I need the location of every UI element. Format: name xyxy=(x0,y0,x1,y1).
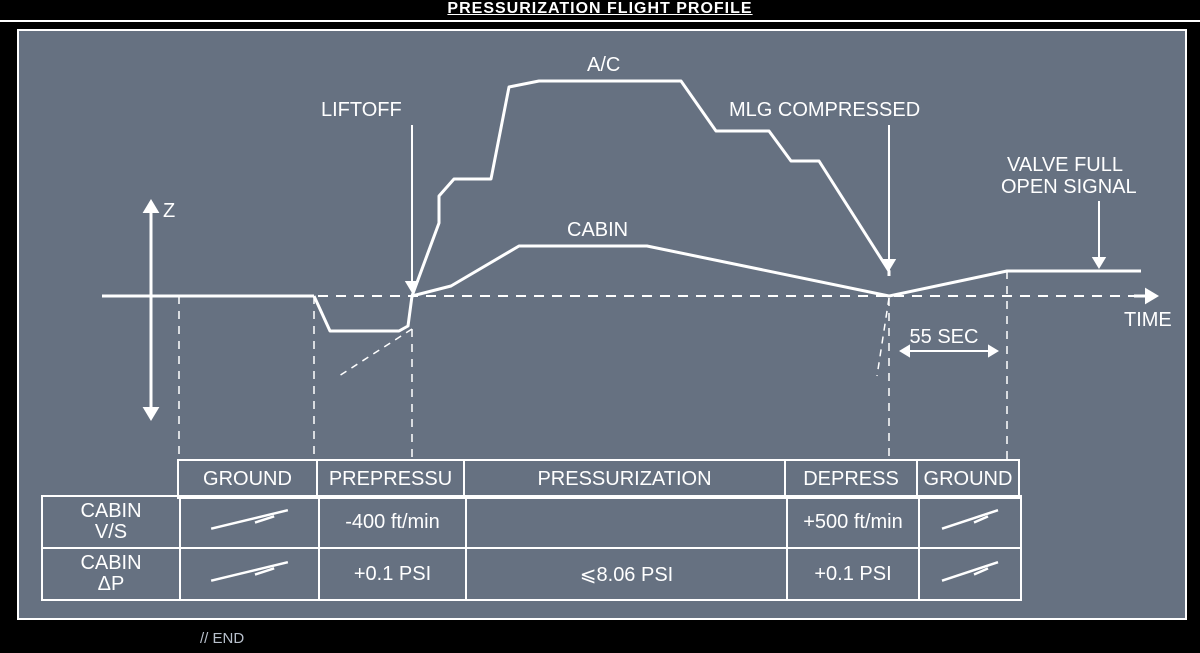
slash-icon xyxy=(181,549,318,593)
title-bar: PRESSURIZATION FLIGHT PROFILE xyxy=(0,0,1200,22)
data-cell xyxy=(919,496,1021,548)
data-cell xyxy=(180,496,319,548)
page-title: PRESSURIZATION FLIGHT PROFILE xyxy=(447,0,752,17)
data-cell: -400 ft/min xyxy=(319,496,466,548)
phase-header: DEPRESS xyxy=(785,460,917,498)
svg-text:TIME: TIME xyxy=(1124,309,1172,331)
data-cell: +0.1 PSI xyxy=(319,548,466,600)
svg-text:OPEN SIGNAL: OPEN SIGNAL xyxy=(1001,176,1137,198)
end-marker: // END xyxy=(200,630,244,647)
svg-text:A/C: A/C xyxy=(587,54,620,76)
svg-text:VALVE FULL: VALVE FULL xyxy=(1007,154,1123,176)
phase-header-table: GROUNDPREPRESSUPRESSURIZATIONDEPRESSGROU… xyxy=(177,459,1020,499)
svg-text:MLG COMPRESSED: MLG COMPRESSED xyxy=(729,99,920,121)
svg-text:LIFTOFF: LIFTOFF xyxy=(321,99,402,121)
slash-icon xyxy=(920,497,1020,541)
data-cell xyxy=(919,548,1021,600)
phase-header: GROUND xyxy=(178,460,317,498)
data-cell: +500 ft/min xyxy=(787,496,919,548)
phase-header: PRESSURIZATION xyxy=(464,460,785,498)
data-cell: ⩽8.06 PSI xyxy=(466,548,787,600)
slash-icon xyxy=(920,549,1020,593)
data-cell xyxy=(466,496,787,548)
data-cell xyxy=(180,548,319,600)
svg-text:55 SEC: 55 SEC xyxy=(910,326,979,348)
phase-header: PREPRESSU xyxy=(317,460,464,498)
svg-text:Z: Z xyxy=(163,200,175,222)
svg-text:CABIN: CABIN xyxy=(567,219,628,241)
phase-header: GROUND xyxy=(917,460,1019,498)
row-label: CABINΔP xyxy=(42,548,180,600)
data-table: CABINV/S -400 ft/min +500 ft/min CABINΔP +0.… xyxy=(41,495,1022,601)
data-cell: +0.1 PSI xyxy=(787,548,919,600)
slash-icon xyxy=(181,497,318,541)
diagram-panel: TIME Z LIFTOFF A/C CABIN MLG COMPRESSED VALVE … xyxy=(17,29,1187,620)
row-label: CABINV/S xyxy=(42,496,180,548)
